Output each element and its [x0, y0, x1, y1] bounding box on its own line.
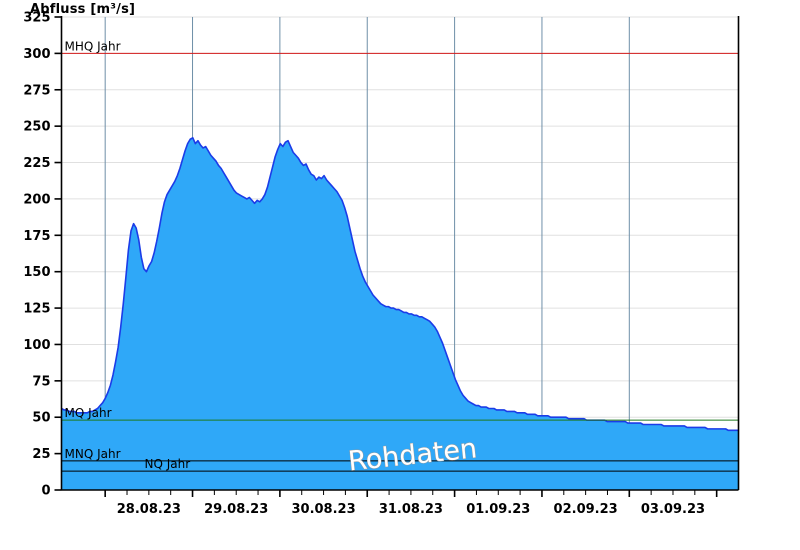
discharge-area-fill: [61, 137, 739, 491]
y-axis-tick-label: 25: [32, 447, 50, 462]
reference-label-nq: NQ Jahr: [145, 457, 191, 471]
x-axis-tick-label: 28.08.23: [117, 502, 181, 517]
y-axis-tick-label: 300: [23, 47, 50, 62]
reference-label-mnq: MNQ Jahr: [65, 447, 121, 461]
reference-label-mq: MQ Jahr: [65, 406, 112, 420]
y-axis-tick-label: 250: [23, 120, 50, 135]
x-axis-tick-label: 31.08.23: [379, 502, 443, 517]
y-axis-tick-label: 225: [23, 156, 50, 171]
y-axis-tick-label: 325: [23, 11, 50, 26]
y-axis-tick-label: 125: [23, 302, 50, 317]
y-axis-tick-label: 275: [23, 83, 50, 98]
x-axis-tick-label: 02.09.23: [554, 502, 618, 517]
y-axis-tick-label: 75: [32, 374, 50, 389]
y-axis-title: Abfluss [m³/s]: [30, 2, 136, 17]
x-axis-tick-label: 29.08.23: [204, 502, 268, 517]
x-axis-tick-label: 01.09.23: [466, 502, 530, 517]
y-axis-tick-label: 200: [23, 192, 50, 207]
y-axis-tick-label: 100: [23, 338, 50, 353]
x-axis-tick-label: 03.09.23: [641, 502, 705, 517]
x-axis-tick-label: 30.08.23: [291, 502, 355, 517]
y-axis-tick-label: 175: [23, 229, 50, 244]
y-axis-tick-label: 50: [32, 411, 50, 426]
y-axis-tick-label: 150: [23, 265, 50, 280]
y-axis-tick-label: 0: [41, 484, 50, 499]
reference-label-mhq: MHQ Jahr: [65, 39, 121, 53]
discharge-line: [61, 137, 739, 432]
